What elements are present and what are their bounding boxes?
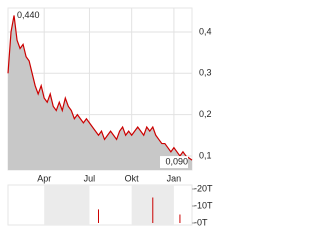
y-tick-label: 0,3 [199,68,212,78]
price-line [7,15,193,161]
volume-bar [179,214,181,223]
x-tick-label: Apr [37,173,51,183]
x-tick-label: Jan [167,173,182,183]
x-tick-label: Okt [125,173,140,183]
volume-bar [97,209,99,223]
volume-bar [152,197,154,223]
y-tick-label: -10T [194,200,213,210]
quarter-shade [44,185,90,225]
chart: 0,1 0,2 0,3 0,4 Apr Jul Okt Jan 0,440 0,090 -20T -1… [7,7,213,227]
y-tick-label: 0,1 [199,150,212,160]
x-tick-label: Jul [84,173,96,183]
y-tick-label: 0,2 [199,109,212,119]
value-annotation: 0,090 [165,156,188,166]
label-bg [160,156,188,169]
value-annotation: 0,440 [17,10,40,20]
y-tick-label: -0T [194,217,208,227]
y-tick-label: -20T [194,183,213,193]
area [8,15,192,170]
y-tick-label: 0,4 [199,26,212,36]
